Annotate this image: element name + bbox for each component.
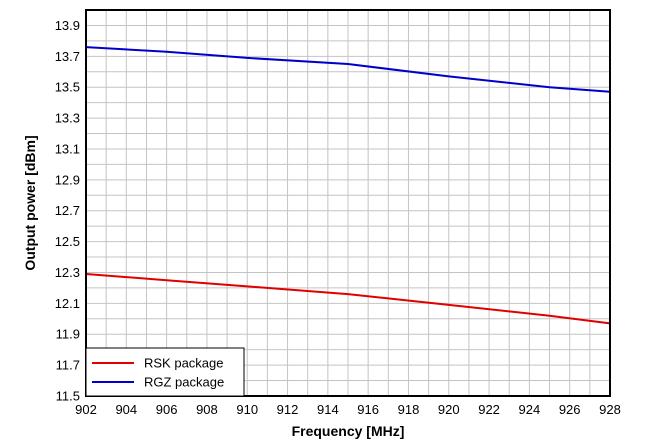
y-tick-label: 13.7	[55, 49, 80, 64]
x-tick-label: 916	[357, 402, 379, 417]
x-axis-title: Frequency [MHz]	[292, 423, 405, 439]
y-axis-title: Output power [dBm]	[22, 135, 38, 270]
plot-frame	[85, 9, 611, 397]
x-tick-label: 926	[559, 402, 581, 417]
legend: RSK package RGZ package	[85, 347, 245, 397]
x-tick-label: 912	[277, 402, 299, 417]
series-line-rgz-package	[85, 46, 611, 93]
grid	[85, 9, 611, 397]
x-tick-label: 918	[398, 402, 420, 417]
y-tick-label: 12.1	[55, 296, 80, 311]
y-tick-label: 12.3	[55, 265, 80, 280]
series-layer	[85, 46, 611, 325]
x-tick-label: 922	[478, 402, 500, 417]
y-tick-label: 11.9	[56, 327, 80, 342]
y-tick-label: 12.7	[55, 203, 80, 218]
legend-box	[85, 347, 245, 397]
x-tick-label: 924	[519, 402, 541, 417]
y-tick-label: 11.7	[56, 358, 80, 373]
y-tick-label: 11.5	[56, 389, 80, 404]
x-tick-label: 902	[75, 402, 97, 417]
y-tick-label: 13.1	[55, 141, 80, 156]
y-tick-label: 12.5	[55, 234, 80, 249]
x-tick-labels: 902 904 906 908 910 912 914 916 918 920 922 924 926 9…	[75, 402, 621, 417]
series-line-rsk-package	[85, 273, 611, 325]
x-tick-label: 906	[156, 402, 178, 417]
x-tick-label: 914	[317, 402, 339, 417]
y-tick-labels: 11.5 11.7 11.9 12.1 12.3 12.5 12.7 12.9 13.1 13.3…	[55, 18, 80, 404]
y-tick-label: 13.3	[55, 111, 80, 126]
y-tick-label: 13.9	[55, 18, 80, 33]
x-tick-label: 928	[599, 402, 621, 417]
x-tick-label: 904	[115, 402, 137, 417]
x-tick-label: 908	[196, 402, 218, 417]
legend-label: RGZ package	[144, 375, 224, 390]
x-tick-label: 920	[438, 402, 460, 417]
x-tick-label: 910	[236, 402, 258, 417]
legend-label: RSK package	[144, 356, 224, 371]
y-tick-label: 13.5	[55, 80, 80, 95]
y-tick-label: 12.9	[55, 172, 80, 187]
